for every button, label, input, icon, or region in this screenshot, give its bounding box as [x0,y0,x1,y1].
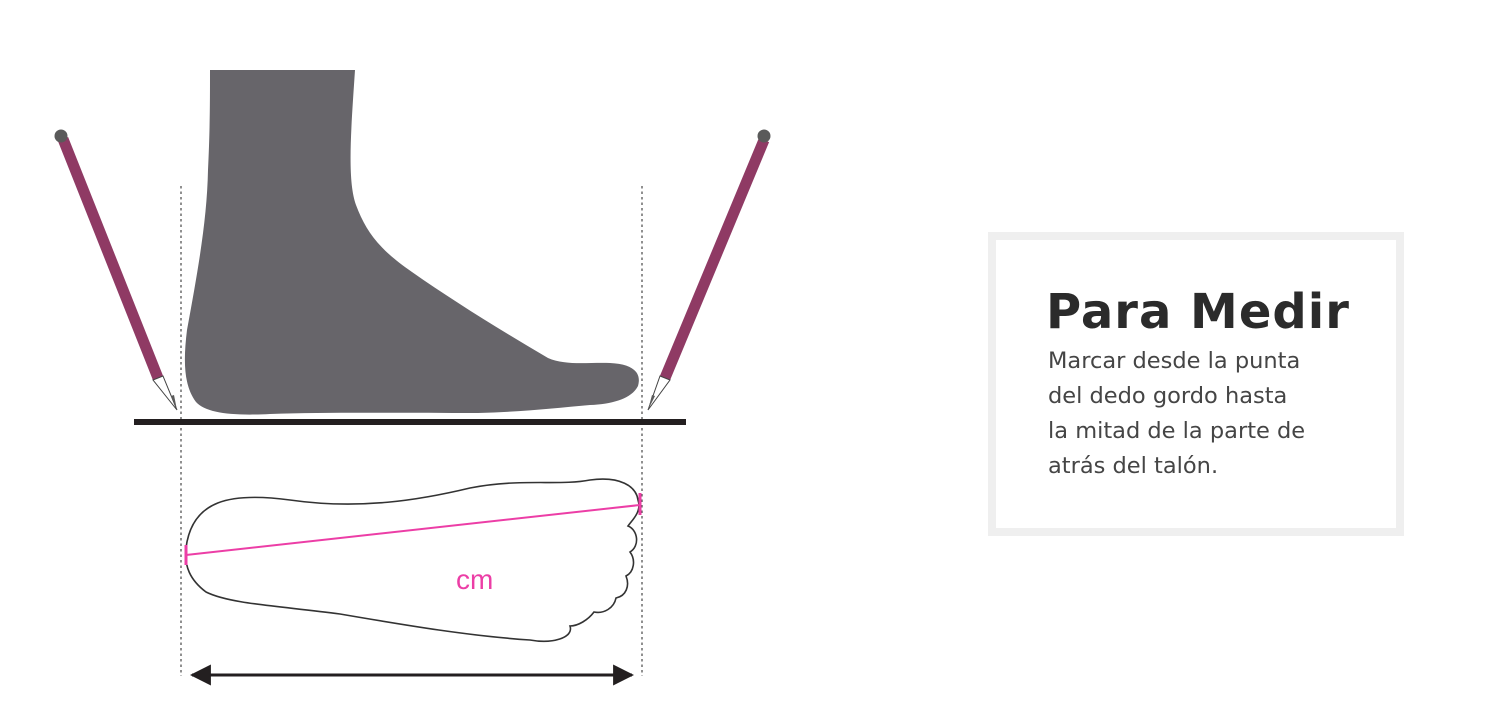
instructions-line: atrás del talón. [1048,453,1219,479]
instructions-title: Para Medir [1046,284,1350,340]
unit-label: cm [456,564,493,595]
foot-silhouette [184,70,639,415]
instructions-line: la mitad de la parte de [1048,418,1306,444]
instructions-text: Marcar desde la punta del dedo gordo has… [1048,344,1368,484]
left-pencil-icon [54,129,178,411]
footprint-outline [184,478,640,642]
instructions-line: del dedo gordo hasta [1048,383,1288,409]
right-pencil-icon [647,129,771,411]
instructions-box: Para Medir Marcar desde la punta del ded… [988,232,1404,536]
measurement-line [185,504,641,556]
instructions-line: Marcar desde la punta [1048,348,1301,374]
